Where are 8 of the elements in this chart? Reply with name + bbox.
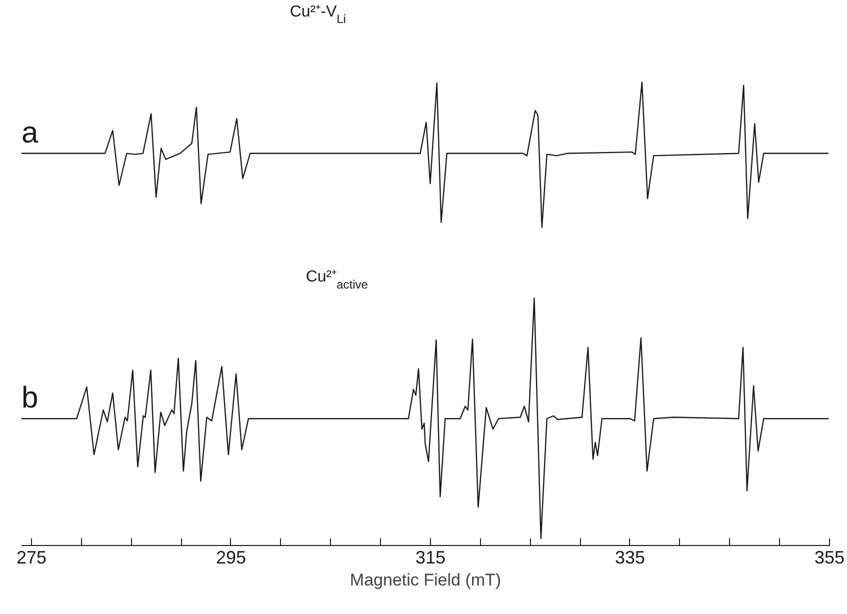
x-axis-title: Magnetic Field (mT) (350, 570, 502, 590)
x-tick-label: 355 (814, 548, 845, 568)
annotation: a (22, 116, 38, 150)
x-tick-label: 335 (614, 548, 646, 568)
annotation: b (22, 382, 38, 415)
x-tick-label: 315 (415, 548, 446, 568)
x-tick-label: 295 (216, 548, 246, 568)
x-tick-label: 275 (16, 548, 47, 568)
